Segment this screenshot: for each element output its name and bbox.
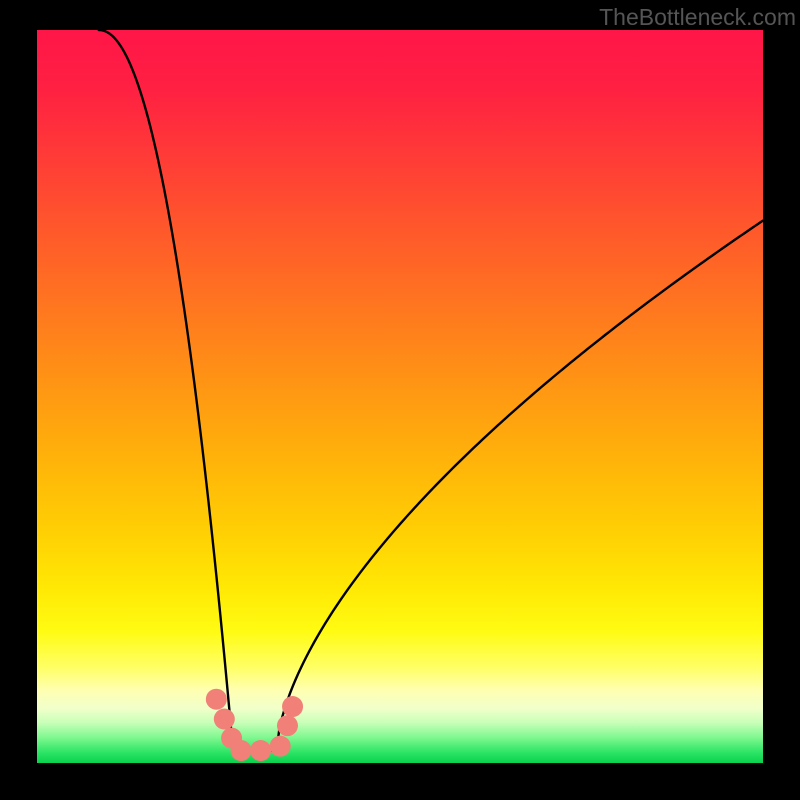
chart-svg	[37, 30, 763, 763]
data-marker	[250, 740, 271, 761]
chart-plot-area	[37, 30, 763, 763]
data-marker	[277, 715, 298, 736]
data-marker	[282, 696, 303, 717]
data-marker	[270, 736, 291, 757]
chart-background	[37, 30, 763, 763]
data-marker	[231, 740, 252, 761]
watermark-text: TheBottleneck.com	[599, 4, 796, 31]
data-marker	[206, 689, 227, 710]
data-marker	[214, 709, 235, 730]
